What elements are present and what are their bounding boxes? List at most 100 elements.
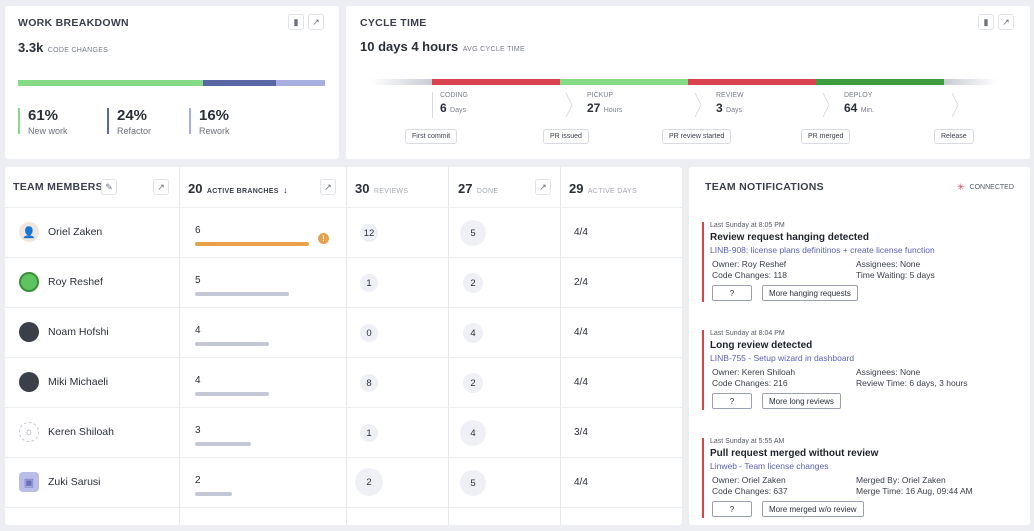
edit-team-button[interactable]: ✎: [101, 179, 117, 195]
table-row[interactable]: Noam Hofshi 4 0 4 4/4: [5, 307, 682, 357]
done-count-badge[interactable]: 4: [460, 420, 486, 446]
more-button[interactable]: More hanging requests: [762, 285, 858, 301]
branches-count: 4: [195, 325, 201, 336]
person-avatar: 👤: [19, 222, 39, 242]
branches-count: 6: [195, 225, 201, 236]
stage-number: 64: [844, 101, 858, 115]
branches-cell: 6: [195, 220, 201, 238]
robot-avatar: ▣: [19, 472, 39, 492]
branches-header[interactable]: 20 ACTIVE BRANCHES ↓: [188, 180, 288, 198]
notification-title: Pull request merged without review: [710, 448, 879, 459]
expand-done-button[interactable]: ↗: [535, 179, 551, 195]
stage-name: DEPLOY: [844, 92, 873, 99]
chevron-right-icon: [565, 92, 573, 118]
expand-button[interactable]: ↗: [153, 179, 169, 195]
notification-field: Code Changes: 216: [712, 378, 788, 388]
notification-title: Review request hanging detected: [710, 232, 869, 243]
branches-count: 5: [195, 275, 201, 286]
stage-value: 27 Hours: [587, 101, 622, 115]
reviews-count-badge[interactable]: 1: [360, 424, 378, 442]
notification-field: Review Time: 6 days, 3 hours: [856, 378, 968, 388]
breakdown-segment: [18, 80, 204, 86]
chart-toggle-button[interactable]: ▮: [978, 14, 994, 30]
stage-bar-deploy: [816, 79, 944, 85]
work-breakdown-title: WORK BREAKDOWN: [18, 17, 129, 29]
milestone-release: Release: [934, 129, 974, 144]
reviews-header[interactable]: 30 REVIEWS: [355, 180, 408, 198]
branches-count: 2: [195, 475, 201, 486]
member-name: Noam Hofshi: [48, 326, 109, 338]
table-row[interactable]: [5, 507, 682, 525]
active-days-value: 4/4: [574, 227, 588, 238]
stat-label: Rework: [199, 126, 230, 136]
reviews-count-badge[interactable]: 0: [360, 324, 378, 342]
more-button[interactable]: More long reviews: [762, 393, 841, 409]
table-row[interactable]: Miki Michaeli 4 8 2 4/4: [5, 357, 682, 407]
member-cell[interactable]: Noam Hofshi: [19, 322, 109, 342]
breakdown-segment: [276, 80, 326, 86]
help-button[interactable]: ?: [712, 501, 752, 517]
table-row[interactable]: ☼ Keren Shiloah 3 1 4 3/4: [5, 407, 682, 457]
notification-time: Last Sunday at 5:55 AM: [710, 438, 785, 445]
branches-bar: [195, 492, 232, 496]
table-row[interactable]: ▣ Zuki Sarusi 2 2 5 4/4: [5, 457, 682, 507]
help-button[interactable]: ?: [712, 285, 752, 301]
member-cell[interactable]: 👤 Oriel Zaken: [19, 222, 102, 242]
breakdown-segment: [203, 80, 277, 86]
notifications-title: TEAM NOTIFICATIONS: [705, 181, 824, 193]
arrow-up-right-icon: ↗: [539, 181, 547, 192]
member-cell[interactable]: ▣ Zuki Sarusi: [19, 472, 101, 492]
table-row[interactable]: Roy Reshef 5 1 2 2/4: [5, 257, 682, 307]
status-text: CONNECTED: [969, 184, 1014, 191]
team-members-title: TEAM MEMBERS: [13, 181, 103, 193]
member-cell[interactable]: Miki Michaeli: [19, 372, 108, 392]
done-count-badge[interactable]: 4: [463, 323, 483, 343]
stage-value: 3 Days: [716, 101, 744, 115]
notification-link[interactable]: LINB-908: license plans definitinos + cr…: [710, 245, 935, 255]
code-changes-summary: 3.3k CODE CHANGES: [18, 39, 108, 57]
reviews-count-badge[interactable]: 2: [355, 468, 383, 496]
days-count: 29: [569, 181, 584, 196]
stage-value: 64 Min.: [844, 101, 874, 115]
column-divider: [346, 167, 347, 525]
active-days-header[interactable]: 29 ACTIVE DAYS: [569, 180, 637, 198]
bar-chart-icon: ▮: [983, 16, 989, 27]
notification-field: Owner: Keren Shiloah: [712, 367, 796, 377]
done-count-badge[interactable]: 2: [463, 373, 483, 393]
expand-button[interactable]: ↗: [308, 14, 324, 30]
member-cell[interactable]: Roy Reshef: [19, 272, 103, 292]
done-count-badge[interactable]: 2: [463, 273, 483, 293]
stat-new-work: 61% New work: [18, 108, 68, 136]
reviews-count: 30: [355, 181, 370, 196]
notification-field: Merged By: Oriel Zaken: [856, 475, 946, 485]
expand-button[interactable]: ↗: [998, 14, 1014, 30]
reviews-count-badge[interactable]: 12: [360, 224, 378, 242]
branches-count: 3: [195, 425, 201, 436]
reviews-count-badge[interactable]: 1: [360, 274, 378, 292]
chart-toggle-button[interactable]: ▮: [288, 14, 304, 30]
member-cell[interactable]: ☼ Keren Shiloah: [19, 422, 114, 442]
help-button[interactable]: ?: [712, 393, 752, 409]
expand-branches-button[interactable]: ↗: [320, 179, 336, 195]
member-name: Zuki Sarusi: [48, 476, 101, 488]
stage-bar-pickup: [560, 79, 688, 85]
branches-bar: [195, 392, 269, 396]
reviews-count-badge[interactable]: 8: [360, 374, 378, 392]
notification-link[interactable]: Linweb - Team license changes: [710, 461, 829, 471]
notification-item: Last Sunday at 5:55 AM Pull request merg…: [702, 438, 1002, 518]
more-button[interactable]: More merged w/o review: [762, 501, 864, 517]
stage-value: 6 Days: [440, 101, 468, 115]
branches-cell: 2: [195, 470, 201, 488]
active-days-value: 2/4: [574, 277, 588, 288]
warning-icon[interactable]: !: [318, 233, 329, 244]
notification-link[interactable]: LINB-755 - Setup wizard in dashboard: [710, 353, 855, 363]
done-count-badge[interactable]: 5: [460, 470, 486, 496]
stat-pct: 16%: [199, 107, 230, 124]
branches-cell: 3: [195, 420, 201, 438]
reviews-label: REVIEWS: [373, 188, 409, 195]
table-row[interactable]: 👤 Oriel Zaken 6 ! 12 5 4/4: [5, 207, 682, 257]
done-count-badge[interactable]: 5: [460, 220, 486, 246]
done-header[interactable]: 27 DONE: [458, 180, 498, 198]
member-name: Miki Michaeli: [48, 376, 109, 388]
stat-label: Refactor: [117, 126, 152, 136]
